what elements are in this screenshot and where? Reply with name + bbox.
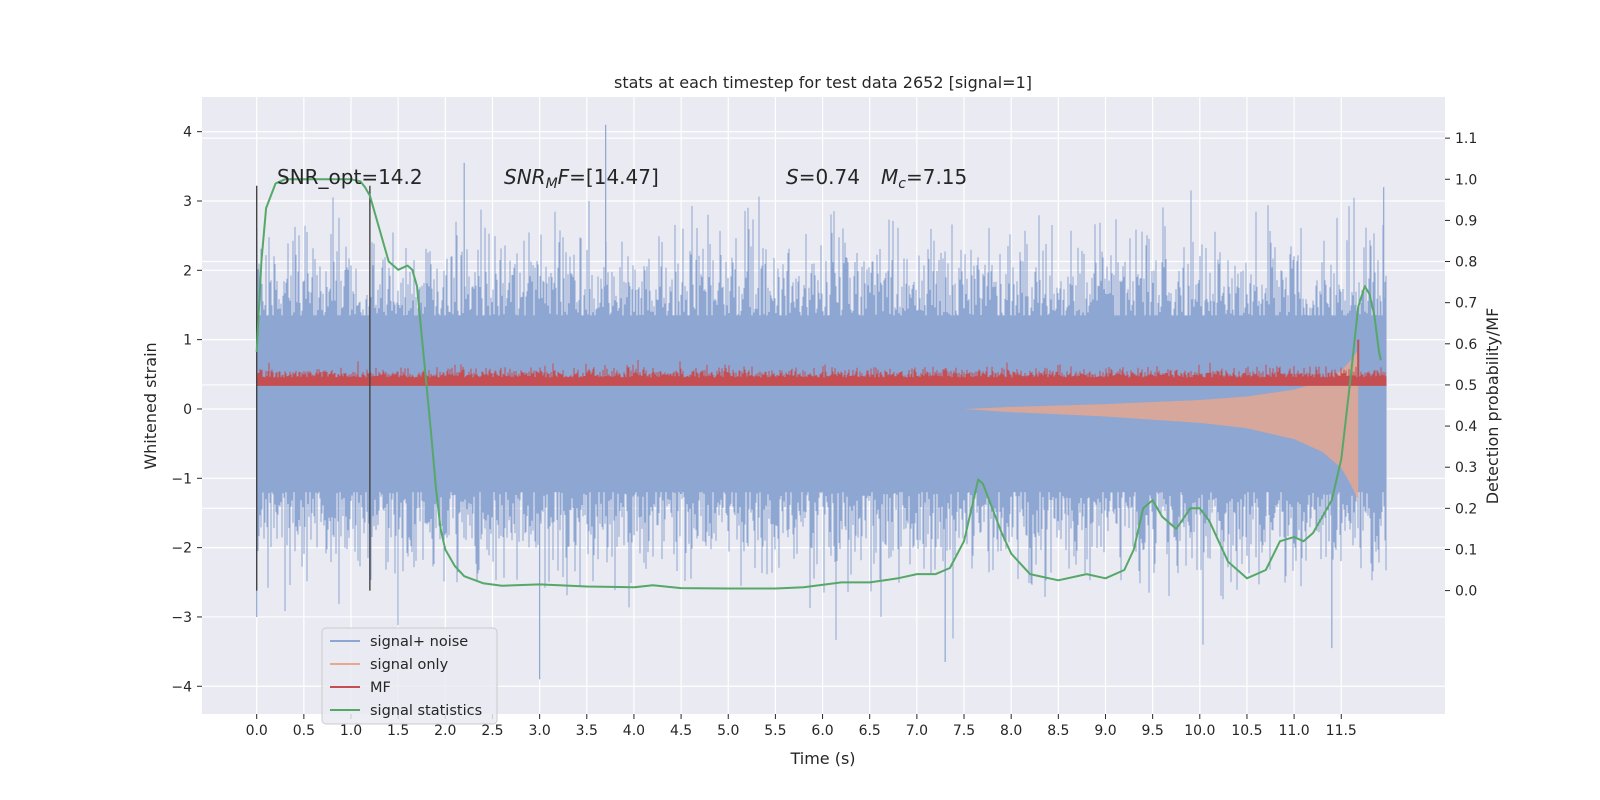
annotation-snr-mf: SNRMF=[14.47] bbox=[504, 165, 659, 192]
x-tick-label: 7.0 bbox=[906, 723, 928, 739]
x-tick-label: 3.0 bbox=[528, 723, 550, 739]
y2-tick-label: 1.0 bbox=[1455, 172, 1477, 188]
y-tick-label: 2 bbox=[183, 263, 192, 279]
y2-tick-label: 0.2 bbox=[1455, 501, 1477, 517]
y2-tick-label: 0.9 bbox=[1455, 213, 1477, 229]
y2-tick-label: 0.8 bbox=[1455, 255, 1477, 271]
x-tick-label: 4.0 bbox=[623, 723, 645, 739]
x-tick-label: 10.5 bbox=[1231, 723, 1262, 739]
x-tick-label: 6.5 bbox=[859, 723, 881, 739]
y2-axis-ticks: 1.1 1.0 0.9 0.8 0.7 0.6 0.5 0.4 0.3 0.2 0.1 0.0 bbox=[1445, 131, 1477, 600]
y-tick-label: 1 bbox=[183, 333, 192, 349]
legend: signal+ noise signal only MF signal stat… bbox=[321, 627, 498, 725]
x-axis-ticks: 0.0 0.5 1.0 1.5 2.0 2.5 3.0 3.5 4.0 4.5 5.0 5.5 6.0 6… bbox=[246, 714, 1357, 739]
y2-tick-label: 0.7 bbox=[1455, 296, 1477, 312]
vertical-markers bbox=[255, 185, 371, 591]
annotation-s: S=0.74 bbox=[786, 165, 860, 189]
x-tick-label: 8.5 bbox=[1047, 723, 1069, 739]
x-tick-label: 9.5 bbox=[1142, 723, 1164, 739]
x-tick-label: 1.0 bbox=[340, 723, 362, 739]
x-tick-label: 8.0 bbox=[1000, 723, 1022, 739]
x-tick-label: 0.5 bbox=[293, 723, 315, 739]
x-tick-label: 4.5 bbox=[670, 723, 692, 739]
x-axis-label: Time (s) bbox=[789, 749, 855, 768]
signal-only-series bbox=[964, 350, 1359, 501]
x-tick-label: 2.0 bbox=[434, 723, 456, 739]
x-tick-label: 6.0 bbox=[811, 723, 833, 739]
y2-tick-label: 0.6 bbox=[1455, 337, 1477, 353]
x-tick-label: 9.0 bbox=[1094, 723, 1116, 739]
x-tick-label: 2.5 bbox=[481, 723, 503, 739]
legend-label-signal-only: signal only bbox=[370, 657, 449, 673]
legend-label-mf: MF bbox=[370, 680, 391, 696]
x-tick-label: 11.5 bbox=[1326, 723, 1357, 739]
y-tick-label: 0 bbox=[183, 402, 192, 418]
legend-label-signal-noise: signal+ noise bbox=[370, 634, 468, 650]
snr-mf-subscript: M bbox=[546, 176, 558, 192]
mc-value: =7.15 bbox=[906, 165, 967, 189]
s-symbol: S bbox=[786, 165, 799, 189]
signal-only-envelope bbox=[964, 350, 1359, 501]
legend-box bbox=[321, 627, 498, 725]
x-tick-label: 11.0 bbox=[1279, 723, 1310, 739]
signal-statistics-line bbox=[255, 178, 1382, 590]
annotation-mc: Mc=7.15 bbox=[881, 165, 967, 192]
y-axis-ticks: 4 3 2 1 0 −1 −2 −3 −4 bbox=[171, 125, 202, 695]
y-tick-label: −3 bbox=[171, 610, 192, 626]
y2-tick-label: 0.5 bbox=[1455, 378, 1477, 394]
x-tick-label: 1.5 bbox=[387, 723, 409, 739]
y-tick-label: 4 bbox=[183, 125, 192, 141]
legend-label-signal-statistics: signal statistics bbox=[370, 703, 482, 719]
y2-axis-label: Detection probability/MF bbox=[1483, 308, 1502, 505]
y2-tick-label: 0.0 bbox=[1455, 584, 1477, 600]
y-tick-label: 3 bbox=[183, 194, 192, 210]
x-tick-label: 10.0 bbox=[1184, 723, 1215, 739]
x-tick-label: 3.5 bbox=[576, 723, 598, 739]
x-tick-label: 0.0 bbox=[246, 723, 268, 739]
snr-mf-symbol-f: F bbox=[558, 165, 570, 189]
annotation-snr-opt: SNR_opt=14.2 bbox=[277, 165, 423, 189]
x-tick-label: 5.0 bbox=[717, 723, 739, 739]
y2-tick-label: 0.1 bbox=[1455, 542, 1477, 558]
y-axis-label: Whitened strain bbox=[141, 342, 160, 469]
x-tick-label: 7.5 bbox=[953, 723, 975, 739]
y-tick-label: −1 bbox=[171, 471, 192, 487]
y-tick-label: −2 bbox=[171, 541, 192, 557]
x-tick-label: 5.5 bbox=[764, 723, 786, 739]
y2-tick-label: 0.3 bbox=[1455, 460, 1477, 476]
mc-symbol: M bbox=[881, 165, 898, 189]
s-value: =0.74 bbox=[799, 165, 860, 189]
signal-statistics-series bbox=[255, 178, 1382, 590]
snr-mf-symbol: SNR bbox=[504, 165, 546, 189]
chart-title: stats at each timestep for test data 265… bbox=[614, 73, 1032, 92]
y2-tick-label: 0.4 bbox=[1455, 419, 1477, 435]
snr-mf-value: =[14.47] bbox=[569, 165, 659, 189]
y2-tick-label: 1.1 bbox=[1455, 131, 1477, 147]
mc-subscript: c bbox=[898, 176, 906, 192]
y-tick-label: −4 bbox=[171, 679, 192, 695]
